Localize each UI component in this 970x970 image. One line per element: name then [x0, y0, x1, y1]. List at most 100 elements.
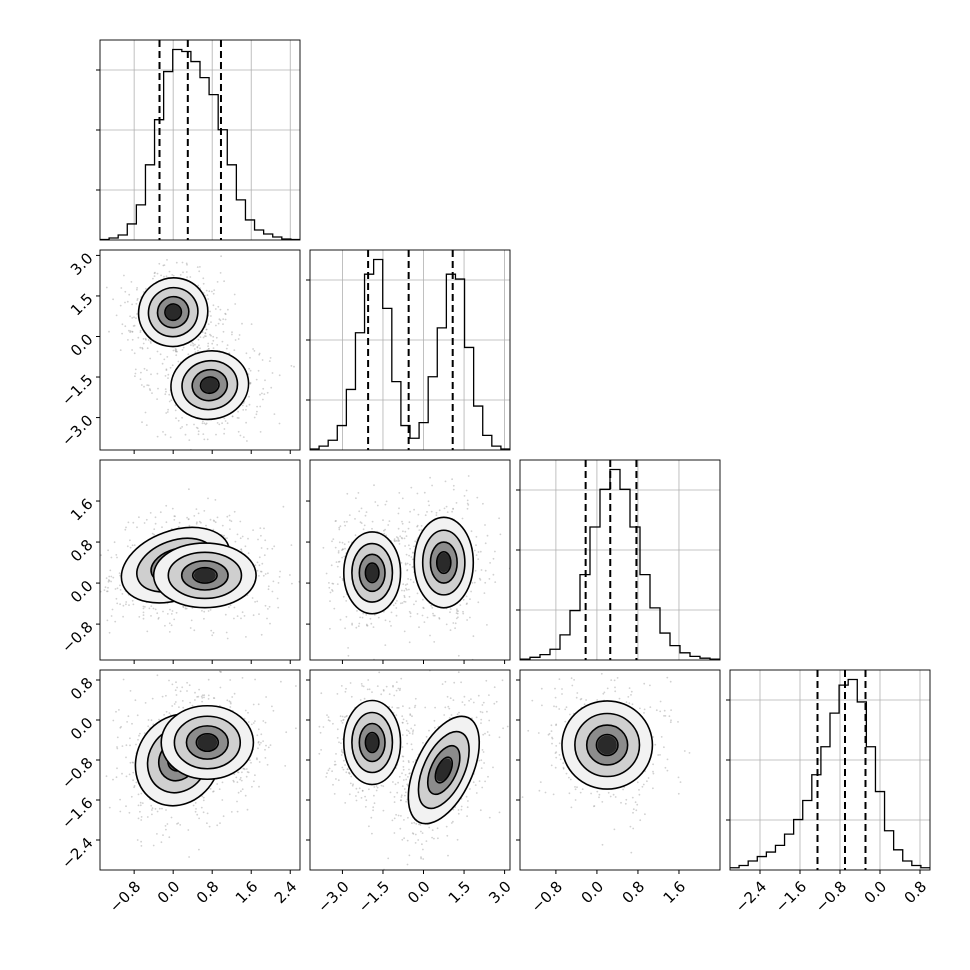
- scatter-point: [194, 691, 196, 694]
- scatter-point: [284, 765, 287, 767]
- contour-0-3: [595, 733, 619, 757]
- scatter-point: [170, 816, 173, 819]
- scatter-point: [231, 331, 233, 334]
- scatter-point: [337, 550, 340, 552]
- scatter-point: [206, 294, 209, 296]
- scatter-point: [160, 841, 163, 844]
- scatter-point: [153, 528, 156, 531]
- scatter-point: [187, 353, 190, 356]
- scatter-point: [221, 422, 224, 425]
- scatter-point: [466, 602, 468, 605]
- scatter-point: [168, 631, 171, 633]
- scatter-point: [131, 722, 133, 725]
- scatter-point: [659, 710, 662, 713]
- scatter-point: [344, 802, 347, 804]
- x-tick-label-2-1: 0.0: [578, 878, 608, 908]
- scatter-point: [473, 581, 476, 584]
- scatter-point: [414, 697, 417, 700]
- scatter-point: [245, 352, 248, 355]
- scatter-point: [355, 497, 357, 500]
- scatter-point: [192, 342, 195, 345]
- scatter-point: [177, 360, 180, 363]
- scatter-point: [330, 564, 333, 567]
- scatter-point: [393, 817, 396, 820]
- scatter-point: [380, 784, 383, 787]
- scatter-point: [576, 692, 579, 694]
- scatter-point: [164, 393, 167, 396]
- scatter-point: [198, 520, 201, 523]
- scatter-point: [278, 374, 281, 377]
- scatter-point: [249, 382, 252, 385]
- x-tick-label-1-4: 3.0: [485, 878, 515, 908]
- scatter-point: [148, 388, 151, 390]
- scatter-point: [219, 686, 222, 689]
- scatter-point: [443, 507, 446, 510]
- scatter-point: [125, 775, 128, 778]
- scatter-point: [457, 812, 460, 815]
- scatter-point: [405, 587, 407, 590]
- scatter-point: [327, 769, 330, 772]
- y-tick-label-1-3: 1.5: [67, 290, 97, 320]
- scatter-point: [278, 576, 281, 578]
- scatter-point: [265, 696, 267, 698]
- scatter-point: [313, 573, 315, 575]
- scatter-point: [408, 595, 411, 598]
- scatter-point: [105, 577, 108, 580]
- scatter-point: [406, 569, 409, 571]
- scatter-point: [338, 541, 341, 544]
- scatter-point: [627, 696, 630, 698]
- scatter-point: [384, 644, 387, 646]
- scatter-point: [438, 509, 441, 512]
- scatter-point: [467, 475, 470, 477]
- scatter-point: [394, 540, 396, 543]
- scatter-point: [402, 779, 405, 781]
- scatter-point: [126, 300, 129, 303]
- scatter-point: [344, 627, 346, 630]
- scatter-point: [410, 556, 413, 558]
- scatter-point: [144, 337, 147, 340]
- scatter-point: [346, 492, 349, 495]
- scatter-point: [479, 579, 482, 581]
- scatter-point: [395, 689, 398, 692]
- scatter-point: [454, 627, 456, 630]
- scatter-point: [264, 721, 267, 724]
- scatter-point: [252, 722, 255, 724]
- scatter-point: [660, 648, 662, 650]
- scatter-point: [262, 387, 265, 390]
- scatter-point: [487, 775, 489, 778]
- scatter-point: [502, 727, 504, 730]
- scatter-point: [267, 588, 270, 591]
- scatter-point: [494, 550, 496, 553]
- scatter-point: [218, 788, 221, 790]
- scatter-point: [554, 766, 557, 769]
- scatter-point: [124, 325, 127, 328]
- scatter-point: [197, 349, 199, 352]
- scatter-point: [175, 417, 177, 420]
- scatter-point: [149, 512, 152, 514]
- scatter-point: [406, 722, 409, 725]
- scatter-point: [215, 247, 217, 249]
- scatter-point: [628, 687, 631, 689]
- scatter-point: [339, 618, 342, 621]
- scatter-point: [345, 615, 348, 618]
- scatter-point: [574, 788, 577, 791]
- scatter-point: [202, 799, 205, 802]
- scatter-point: [236, 800, 238, 803]
- scatter-point: [452, 699, 455, 701]
- scatter-point: [403, 600, 406, 603]
- scatter-point: [340, 742, 342, 745]
- contour-0-0: [342, 699, 402, 786]
- scatter-point: [561, 688, 563, 690]
- contour-1-2: [191, 368, 229, 402]
- scatter-point: [255, 413, 258, 416]
- scatter-point: [338, 526, 341, 529]
- scatter-point: [424, 706, 427, 709]
- scatter-point: [165, 275, 168, 278]
- scatter-point: [579, 698, 582, 701]
- scatter-point: [239, 520, 242, 523]
- scatter-point: [445, 825, 448, 828]
- scatter-point: [341, 766, 344, 769]
- scatter-point: [388, 693, 391, 695]
- scatter-point: [469, 788, 471, 790]
- scatter-point: [479, 550, 482, 553]
